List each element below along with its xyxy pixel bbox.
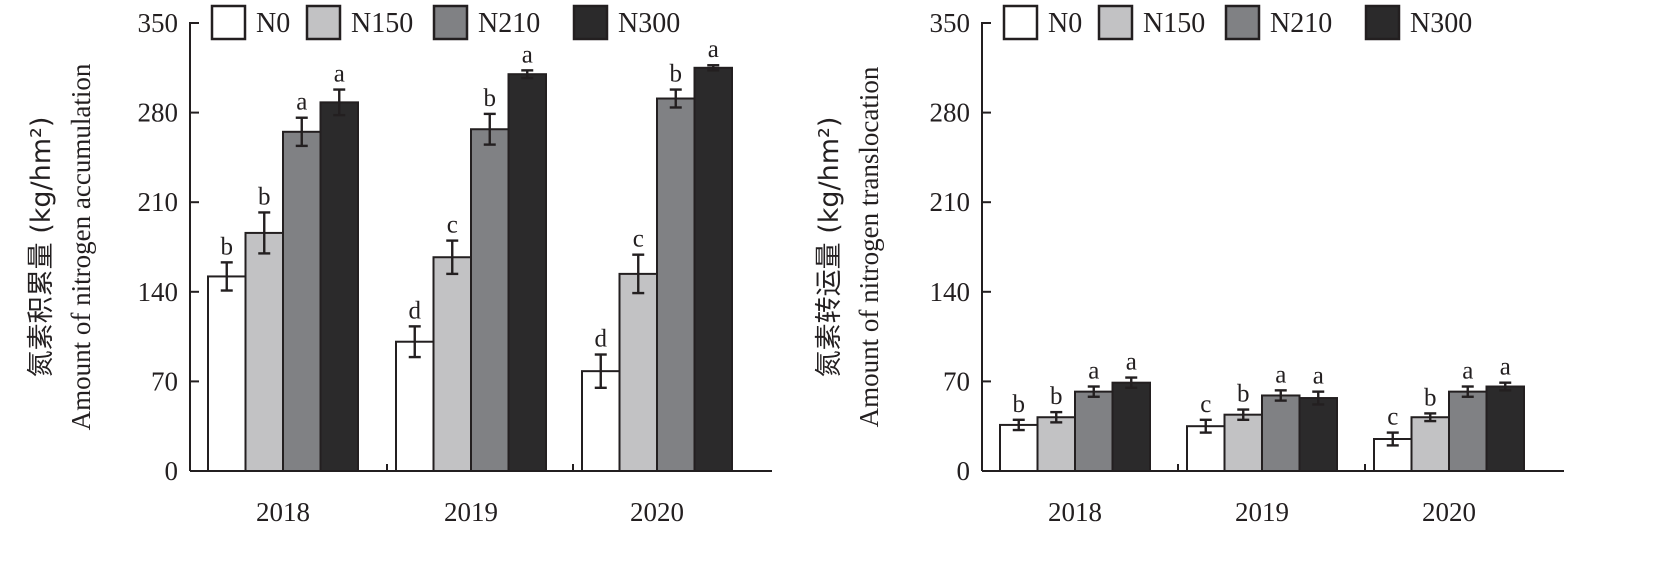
significance-label: b — [1050, 383, 1063, 410]
significance-label: a — [1500, 354, 1511, 381]
y-tick-label: 140 — [930, 277, 971, 307]
bar-n210-2019 — [470, 128, 510, 473]
legend-label-n210: N210 — [1270, 8, 1332, 39]
legend-label-n0: N0 — [256, 8, 290, 39]
bar-n300-2020 — [693, 66, 733, 473]
legend-swatch-n150 — [1097, 4, 1134, 41]
significance-label: d — [409, 297, 422, 324]
y-axis-label-en: Amount of nitrogen translocation — [854, 66, 884, 427]
x-category-label: 2018 — [256, 497, 310, 527]
significance-label: d — [595, 326, 608, 353]
significance-label: c — [1387, 404, 1398, 431]
x-category-label: 2019 — [444, 497, 498, 527]
significance-label: b — [484, 85, 497, 112]
significance-label: a — [1088, 358, 1099, 385]
significance-label: b — [1013, 391, 1026, 418]
y-axis-label-en: Amount of nitrogen accumulation — [66, 63, 96, 430]
significance-label: b — [221, 233, 234, 260]
legend-swatch-n300 — [1364, 4, 1401, 41]
significance-label: a — [1462, 358, 1473, 385]
chart-panel-2: 氮素转运量 (kg/hm²) Amount of nitrogen translo… — [814, 4, 1564, 527]
significance-label: c — [1200, 391, 1211, 418]
y-tick-label: 210 — [138, 187, 179, 217]
bar-n300-2019 — [1298, 397, 1338, 473]
y-tick-label: 70 — [943, 366, 970, 396]
bar-n300-2018 — [319, 101, 359, 473]
bar-n300-2020 — [1485, 385, 1525, 472]
bar-n150-2019 — [432, 256, 472, 472]
bar-n0-2018 — [207, 275, 247, 472]
x-category-label: 2018 — [1048, 497, 1102, 527]
bar-n210-2018 — [1074, 390, 1114, 473]
bar-n150-2020 — [618, 272, 658, 472]
legend-swatch-n300 — [572, 4, 609, 41]
y-axis-label-cn: 氮素积累量 (kg/hm²) — [26, 117, 57, 378]
significance-label: b — [258, 183, 271, 210]
significance-label: a — [522, 41, 533, 68]
significance-label: a — [334, 61, 345, 88]
significance-label: a — [1313, 363, 1324, 390]
bar-n0-2018 — [999, 423, 1039, 473]
bar-n210-2019 — [1261, 394, 1301, 473]
bar-n300-2018 — [1111, 381, 1151, 472]
significance-label: b — [1424, 384, 1437, 411]
y-tick-label: 0 — [957, 456, 971, 486]
legend-label-n150: N150 — [351, 8, 413, 39]
significance-label: a — [296, 89, 307, 116]
legend-swatch-n210 — [1224, 4, 1261, 41]
legend-label-n300: N300 — [1410, 8, 1472, 39]
y-tick-label: 70 — [151, 366, 178, 396]
bar-n300-2019 — [507, 73, 547, 472]
legend-swatch-n0 — [1002, 4, 1039, 41]
x-category-label: 2019 — [1235, 497, 1289, 527]
significance-label: c — [447, 212, 458, 239]
significance-label: a — [1275, 361, 1286, 388]
significance-label: a — [1126, 349, 1137, 376]
x-category-label: 2020 — [630, 497, 684, 527]
chart-panel-1: 氮素积累量 (kg/hm²) Amount of nitrogen accumul… — [26, 4, 772, 527]
y-tick-label: 350 — [138, 8, 179, 38]
y-tick-label: 350 — [930, 8, 971, 38]
legend-swatch-n0 — [210, 4, 247, 41]
bar-n0-2019 — [395, 340, 435, 472]
y-tick-label: 210 — [930, 187, 971, 217]
legend-swatch-n210 — [432, 4, 469, 41]
bar-n150-2018 — [244, 231, 284, 472]
bar-n150-2020 — [1410, 416, 1450, 472]
x-category-label: 2020 — [1422, 497, 1476, 527]
legend-label-n210: N210 — [478, 8, 540, 39]
y-tick-label: 140 — [138, 277, 179, 307]
legend-label-n300: N300 — [618, 8, 680, 39]
bar-n150-2019 — [1223, 413, 1263, 472]
y-axis-label-cn: 氮素转运量 (kg/hm²) — [814, 117, 845, 378]
significance-label: a — [708, 36, 719, 63]
y-tick-label: 280 — [138, 98, 179, 128]
bar-n210-2020 — [656, 97, 696, 473]
legend-label-n150: N150 — [1143, 8, 1205, 39]
bar-n150-2018 — [1036, 416, 1076, 472]
legend-label-n0: N0 — [1048, 8, 1082, 39]
significance-label: b — [1237, 381, 1250, 408]
significance-label: b — [670, 61, 683, 88]
bar-n210-2018 — [282, 130, 322, 473]
legend-swatch-n150 — [305, 4, 342, 41]
y-tick-label: 0 — [165, 456, 179, 486]
bar-n210-2020 — [1448, 390, 1488, 473]
y-tick-label: 280 — [930, 98, 971, 128]
significance-label: c — [633, 226, 644, 253]
